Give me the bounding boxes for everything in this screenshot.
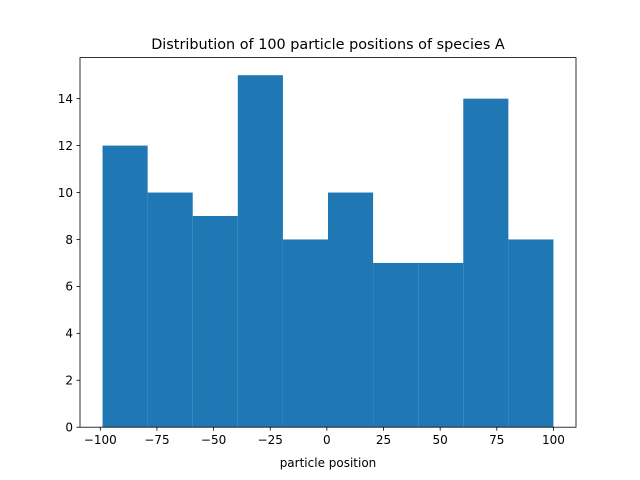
x-tick-label-1: −75: [144, 433, 169, 447]
histogram-bar-8: [463, 98, 509, 428]
y-tick-label-7: 14: [58, 92, 73, 106]
histogram-bar-6: [373, 262, 419, 428]
y-tick-label-1: 2: [65, 374, 73, 388]
x-axis-label: particle position: [280, 456, 377, 470]
histogram-bar-2: [192, 216, 238, 428]
x-tick-label-2: −50: [201, 433, 226, 447]
x-tick-label-6: 50: [433, 433, 448, 447]
y-tick-label-4: 8: [65, 233, 73, 247]
histogram-bar-9: [508, 239, 554, 428]
histogram-bar-3: [237, 75, 283, 428]
x-tick-label-4: 0: [323, 433, 331, 447]
y-axis-ticks: 0 2 4 6 8 10 12 14: [58, 92, 80, 435]
histogram-bars: [102, 75, 554, 428]
x-tick-label-3: −25: [258, 433, 283, 447]
x-tick-label-5: 25: [376, 433, 391, 447]
plot-frame: [79, 57, 577, 428]
x-tick-label-7: 75: [489, 433, 504, 447]
y-tick-label-5: 10: [58, 186, 73, 200]
histogram-bar-5: [328, 192, 374, 428]
histogram-bar-0: [102, 145, 148, 428]
histogram-bar-7: [418, 262, 464, 428]
chart-title: Distribution of 100 particle positions o…: [151, 37, 505, 53]
x-axis-ticks: −100 −75 −50 −25 0 25 50 75 100: [84, 427, 565, 447]
histogram-bar-4: [282, 239, 328, 428]
x-tick-label-0: −100: [84, 433, 117, 447]
y-tick-label-3: 6: [65, 280, 73, 294]
y-tick-label-6: 12: [58, 139, 73, 153]
y-tick-label-2: 4: [65, 327, 73, 341]
histogram-bar-1: [147, 192, 193, 428]
y-tick-label-0: 0: [65, 421, 73, 435]
x-tick-label-8: 100: [542, 433, 565, 447]
